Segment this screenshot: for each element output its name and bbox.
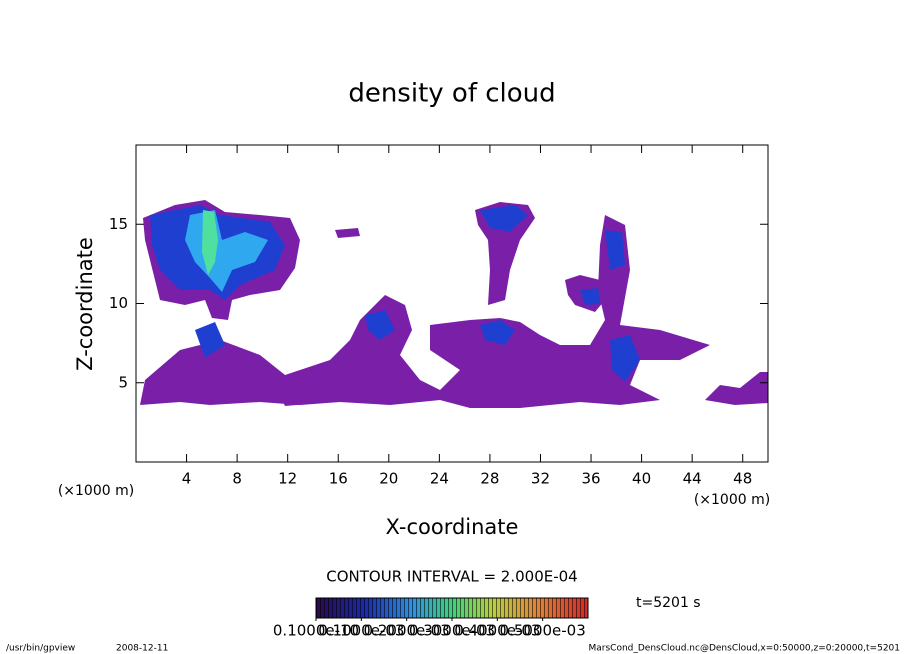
x-tick-label: 40 (632, 470, 651, 488)
y-axis-title: Z-coordinate (73, 237, 97, 371)
x-tick-label: 16 (329, 470, 348, 488)
colorbar-tick-label: 0.4000e-03 (454, 622, 540, 640)
x-axis-title: X-coordinate (386, 515, 519, 539)
y-tick-label: 10 (109, 294, 128, 312)
x-tick-label: 20 (379, 470, 398, 488)
colorbar-tick-label: 0.2000e-03 (364, 622, 450, 640)
colorbar-tick-label: 0.1000e-03 (318, 622, 404, 640)
footer-program: /usr/bin/gpview (6, 644, 75, 654)
x-tick-label: 24 (430, 470, 449, 488)
y-tick-label: 5 (118, 373, 128, 391)
x-tick-label: 36 (581, 470, 600, 488)
footer-source: MarsCond_DensCloud.nc@DensCloud,x=0:5000… (589, 644, 901, 654)
x-tick-label: 4 (182, 470, 192, 488)
y-tick-label: 15 (109, 215, 128, 233)
colorbar-stripes (316, 598, 588, 618)
colorbar-tick-label: 0.1000e-10 (273, 622, 359, 640)
x-tick-label: 32 (531, 470, 550, 488)
chart-title: density of cloud (348, 79, 555, 109)
footer-date: 2008-12-11 (116, 644, 168, 654)
x-tick-label: 48 (733, 470, 752, 488)
x-tick-label: 28 (480, 470, 499, 488)
x-tick-label: 12 (278, 470, 297, 488)
x-tick-label: 44 (683, 470, 702, 488)
time-label: t=5201 s (636, 595, 701, 611)
axis-unit: (×1000 m) (694, 492, 770, 508)
contour-field (140, 200, 768, 408)
colorbar-tick-label: 0.5000e-03 (500, 622, 586, 640)
contour-interval: CONTOUR INTERVAL = 2.000E-04 (326, 568, 577, 586)
colorbar-tick-label: 0.3000e-03 (409, 622, 495, 640)
axis-unit: (×1000 m) (58, 483, 134, 499)
x-tick-label: 8 (232, 470, 242, 488)
